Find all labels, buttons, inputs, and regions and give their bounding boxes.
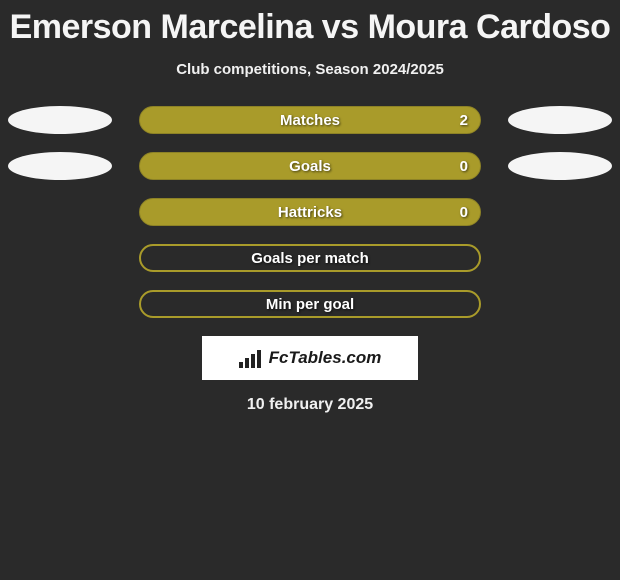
stat-bar: Min per goal [139,290,481,318]
comparison-widget: Emerson Marcelina vs Moura Cardoso Club … [0,0,620,414]
page-title: Emerson Marcelina vs Moura Cardoso [0,8,620,47]
stat-label: Goals [289,158,331,175]
stat-row: Hattricks 0 [0,198,620,226]
bar-wrap: Hattricks 0 [130,198,490,226]
logo-box[interactable]: FcTables.com [202,336,418,380]
stat-value: 2 [460,112,468,129]
bar-wrap: Min per goal [130,290,490,318]
right-ellipse [508,152,612,180]
stat-bar: Goals 0 [139,152,481,180]
logo-text: FcTables.com [269,348,382,368]
stat-bar: Hattricks 0 [139,198,481,226]
stat-label: Hattricks [278,204,342,221]
bar-wrap: Matches 2 [130,106,490,134]
stat-row: Goals per match [0,244,620,272]
stat-row: Min per goal [0,290,620,318]
left-ellipse [8,152,112,180]
stat-label: Matches [280,112,340,129]
stats-rows: Matches 2 Goals 0 Hattricks 0 Goals per match M… [0,106,620,318]
stat-row: Matches 2 [0,106,620,134]
left-ellipse [8,106,112,134]
stat-label: Min per goal [266,296,354,313]
stat-value: 0 [460,204,468,221]
subtitle: Club competitions, Season 2024/2025 [0,61,620,78]
stat-label: Goals per match [251,250,369,267]
date-label: 10 february 2025 [0,396,620,414]
right-ellipse [508,106,612,134]
stat-bar: Matches 2 [139,106,481,134]
stat-row: Goals 0 [0,152,620,180]
bar-wrap: Goals 0 [130,152,490,180]
stat-bar: Goals per match [139,244,481,272]
stat-value: 0 [460,158,468,175]
bar-wrap: Goals per match [130,244,490,272]
barchart-icon [239,348,263,368]
